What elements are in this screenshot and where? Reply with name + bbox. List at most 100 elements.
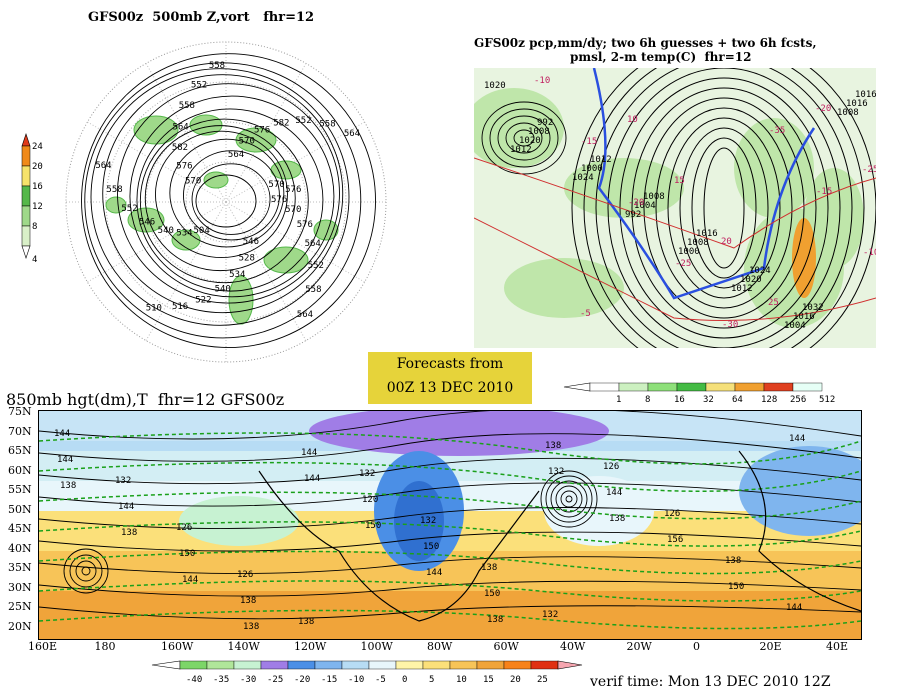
lon-label: 120W [294,640,327,653]
cbar-swatch [792,382,823,392]
vorticity-area [313,219,339,241]
vort-tick: 20 [32,162,43,172]
lat-label: 60N [8,463,32,477]
contour-label: 570 [285,205,301,215]
isobar-label: 1000 [581,164,603,174]
isobar [643,97,805,319]
height-label: 156 [667,535,683,545]
forecast-line1: Forecasts from [396,356,504,372]
temp-cbar-tick: -10 [348,675,364,685]
height-label: 132 [542,610,558,620]
contour-label: 570 [185,176,201,186]
lon-label: 20E [759,640,782,653]
isotherm [39,432,861,465]
cbar-swatch [676,382,707,392]
height-label: 144 [301,448,317,458]
lon-label: 40W [560,640,586,653]
isobar [655,107,793,309]
cbar-swatch [449,660,478,670]
cbar-swatch [647,382,678,392]
temp-cbar-tick: -15 [321,675,337,685]
contour-label: 576 [254,125,270,135]
height-contour [155,130,288,259]
isobar [583,68,865,348]
vort-tick: 12 [32,202,43,212]
isobar-label: 992 [625,210,641,220]
precip-cbar-tick: 128 [761,395,777,404]
cbar-swatch [734,382,765,392]
precip-area [504,258,624,318]
cbar-swatch [589,382,620,392]
isobar-label: 1012 [731,284,753,294]
temp-cbar-tick: 10 [456,675,467,685]
cbar-swatch [287,660,316,670]
cbar-swatch [260,660,289,670]
panel-850mb-title: 850mb hgt(dm),T fhr=12 GFS00z [6,390,285,409]
cbar-swatch [206,660,235,670]
contour-label: 570 [268,180,284,190]
temp-band [179,496,299,546]
temp-label: -25 [675,259,691,269]
height-contour [144,125,296,272]
contour-label: 552 [121,204,137,214]
colorbar-temperature: -40 -35 -30 -25 -20 -15 -10 -5 0 5 10 15 20 25 [150,660,590,686]
height-label: 150 [728,582,744,592]
cbar-swatch [530,660,559,670]
cbar-arrow-right [557,660,583,670]
height-contour [39,531,861,552]
cold-pool [739,446,861,536]
height-label: 126 [176,523,192,533]
height-contour [81,53,376,348]
contour-label: 576 [176,161,192,171]
vort-tick: 16 [32,182,43,192]
contour-label: 534 [176,229,192,239]
low-center [565,495,573,503]
height-label: 138 [481,563,497,573]
temp-label: -15 [816,187,832,197]
isobar [513,129,535,147]
height-label: 144 [789,434,805,444]
contour-label: 552 [308,261,324,271]
lat-label: 70N [8,424,32,438]
height-label: 150 [179,549,195,559]
contour-label: 564 [95,161,111,171]
cold-pool [394,481,444,561]
height-label: 144 [54,429,70,439]
verif-time: verif time: Mon 13 DEC 2010 12Z [590,674,831,690]
height-contour [90,68,350,326]
precip-area [564,158,684,218]
lon-label: 140W [227,640,260,653]
temp-label: -15 [581,137,597,147]
contour-label: 558 [106,185,122,195]
precip-cbar-tick: 64 [732,395,743,404]
isobar [571,68,876,348]
height-label: 132 [115,476,131,486]
temp-cbar-tick: -30 [240,675,256,685]
lat-label: 50N [8,502,32,516]
height-label: 138 [609,514,625,524]
isobar-label: 992 [537,118,553,128]
isobar-label: 1016 [696,229,718,239]
vorticity-area [189,114,223,136]
precip-cbar-tick: 256 [790,395,806,404]
panel-precip-title-line1: GFS00z pcp,mm/dy; two 6h guesses + two 6… [474,36,817,50]
temp-label: -25 [862,165,876,175]
temp-cbar-tick: -35 [213,675,229,685]
cbar-swatch [341,660,370,670]
contour-label: 522 [195,295,211,305]
height-label: 144 [786,603,802,613]
contour-label: 558 [209,61,225,71]
lon-label: 160E [28,640,58,653]
height-label: 138 [240,596,256,606]
lat-label: 55N [8,483,32,496]
vort-tick: 24 [32,142,43,152]
height-contour [39,433,861,462]
precip-cbar-tick: 16 [674,395,685,404]
isobar-label: 1008 [687,238,709,248]
height-label: 132 [359,469,375,479]
lon-label: 20W [626,640,652,653]
coastline [738,450,861,612]
temp-label: -20 [628,198,644,208]
contour-label: 510 [146,304,162,314]
contour-label: 516 [172,302,188,312]
